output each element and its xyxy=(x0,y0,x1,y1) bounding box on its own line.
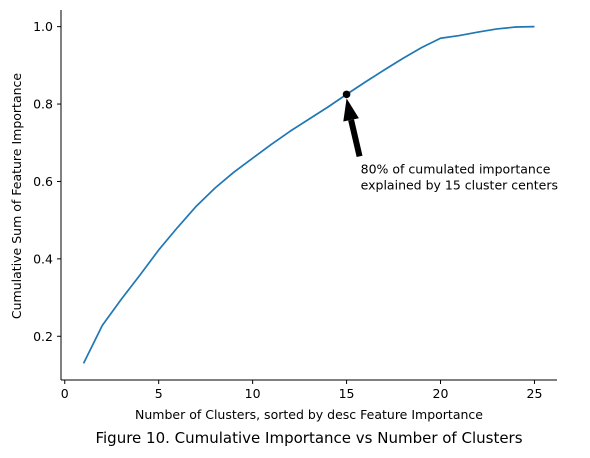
annotation-text-line: explained by 15 cluster centers xyxy=(361,177,558,192)
x-tick-label: 5 xyxy=(155,386,163,401)
y-tick-label: 1.0 xyxy=(33,19,53,34)
x-tick-label: 20 xyxy=(433,386,449,401)
series-line xyxy=(82,25,535,364)
annotation-arrow-shaft xyxy=(348,119,363,158)
x-tick-label: 15 xyxy=(339,386,355,401)
figure-caption: Figure 10. Cumulative Importance vs Numb… xyxy=(95,429,523,447)
annotation-arrow-head xyxy=(343,98,359,122)
y-tick-label: 0.2 xyxy=(33,329,53,344)
annotation-text-line: 80% of cumulated importance xyxy=(361,161,551,176)
x-tick-label: 25 xyxy=(527,386,543,401)
cumulative-importance-chart: 0 5 10 15 20 25 0.2 0.4 0.6 0.8 1.0 80% of cumulate… xyxy=(9,10,558,422)
y-tick-label: 0.6 xyxy=(33,174,53,189)
y-axis-label: Cumulative Sum of Feature Importance xyxy=(9,73,24,319)
x-tick-label: 0 xyxy=(61,386,69,401)
y-tick-label: 0.4 xyxy=(33,251,53,266)
y-tick-label: 0.8 xyxy=(33,97,53,112)
x-tick-label: 10 xyxy=(245,386,261,401)
annotation-point xyxy=(342,90,351,99)
x-axis-label: Number of Clusters, sorted by desc Featu… xyxy=(135,407,483,422)
